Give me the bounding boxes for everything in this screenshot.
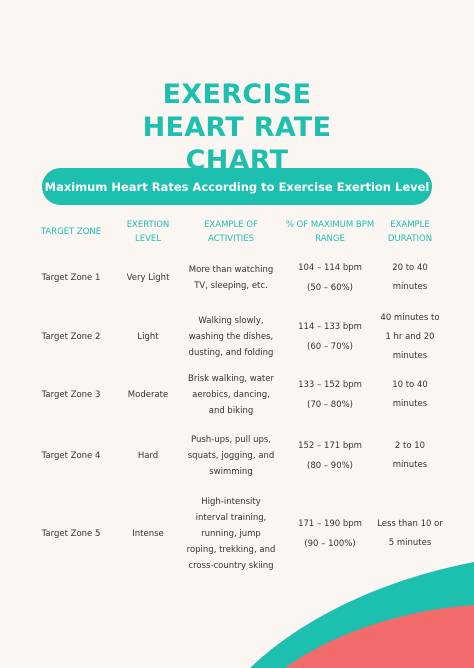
column-header: EXERTION LEVEL <box>126 220 170 244</box>
zone-cell: Target Zone 4 <box>41 451 101 461</box>
column-header: EXAMPLE DURATION <box>387 220 433 244</box>
bpm-cell: 114 – 133 bpm (60 – 70%) <box>285 308 375 366</box>
level-cell: Hard <box>137 451 159 461</box>
level-cell: Light <box>137 332 159 342</box>
duration-cell: 20 to 40 minutes <box>392 263 428 292</box>
bpm-cell: 152 – 171 bpm (80 – 90%) <box>285 432 375 480</box>
column-header: TARGET ZONE <box>40 227 102 237</box>
duration-cell: 10 to 40 minutes <box>392 380 428 409</box>
percent-text: (50 – 60%) <box>307 283 353 293</box>
percent-text: (60 – 70%) <box>307 342 353 352</box>
bpm-cell: 104 – 114 bpm (50 – 60%) <box>285 258 375 298</box>
activities-cell: Push-ups, pull ups, squats, jogging, and… <box>187 435 275 477</box>
activities-cell: Walking slowly, washing the dishes, dust… <box>188 316 274 358</box>
level-cell: Moderate <box>127 390 169 400</box>
activities-cell: More than watching TV, sleeping, etc. <box>188 265 274 291</box>
activities-cell: High-intensity interval training, runnin… <box>186 497 276 571</box>
activities-cell: Brisk walking, water aerobics, dancing, … <box>188 374 274 416</box>
column-header: EXAMPLE OF ACTIVITIES <box>204 220 258 244</box>
level-cell: Intense <box>132 529 164 539</box>
banner: Maximum Heart Rates According to Exercis… <box>42 168 432 205</box>
bpm-text: 152 – 171 bpm <box>298 441 362 451</box>
title: EXERCISE HEART RATE CHART <box>142 79 332 176</box>
zone-cell: Target Zone 3 <box>41 390 101 400</box>
percent-text: (70 – 80%) <box>307 400 353 410</box>
bpm-text: 133 – 152 bpm <box>298 380 362 390</box>
duration-cell: 2 to 10 minutes <box>392 441 428 470</box>
zone-cell: Target Zone 5 <box>41 529 101 539</box>
level-cell: Very Light <box>126 273 170 283</box>
bpm-text: 114 – 133 bpm <box>298 322 362 332</box>
duration-cell: Less than 10 or 5 minutes <box>377 519 443 548</box>
column-header: % OF MAXIMUM BPM RANGE <box>285 220 375 244</box>
percent-text: (80 – 90%) <box>307 461 353 471</box>
zone-cell: Target Zone 2 <box>41 332 101 342</box>
bpm-text: 104 – 114 bpm <box>298 263 362 273</box>
percent-text: (90 – 100%) <box>304 539 356 549</box>
coral-wave <box>285 605 474 668</box>
zone-cell: Target Zone 1 <box>41 273 101 283</box>
duration-cell: 40 minutes to 1 hr and 20 minutes <box>380 312 440 361</box>
bpm-cell: 171 – 190 bpm (90 – 100%) <box>285 494 375 574</box>
bpm-cell: 133 – 152 bpm (70 – 80%) <box>285 372 375 418</box>
bpm-text: 171 – 190 bpm <box>298 519 362 529</box>
